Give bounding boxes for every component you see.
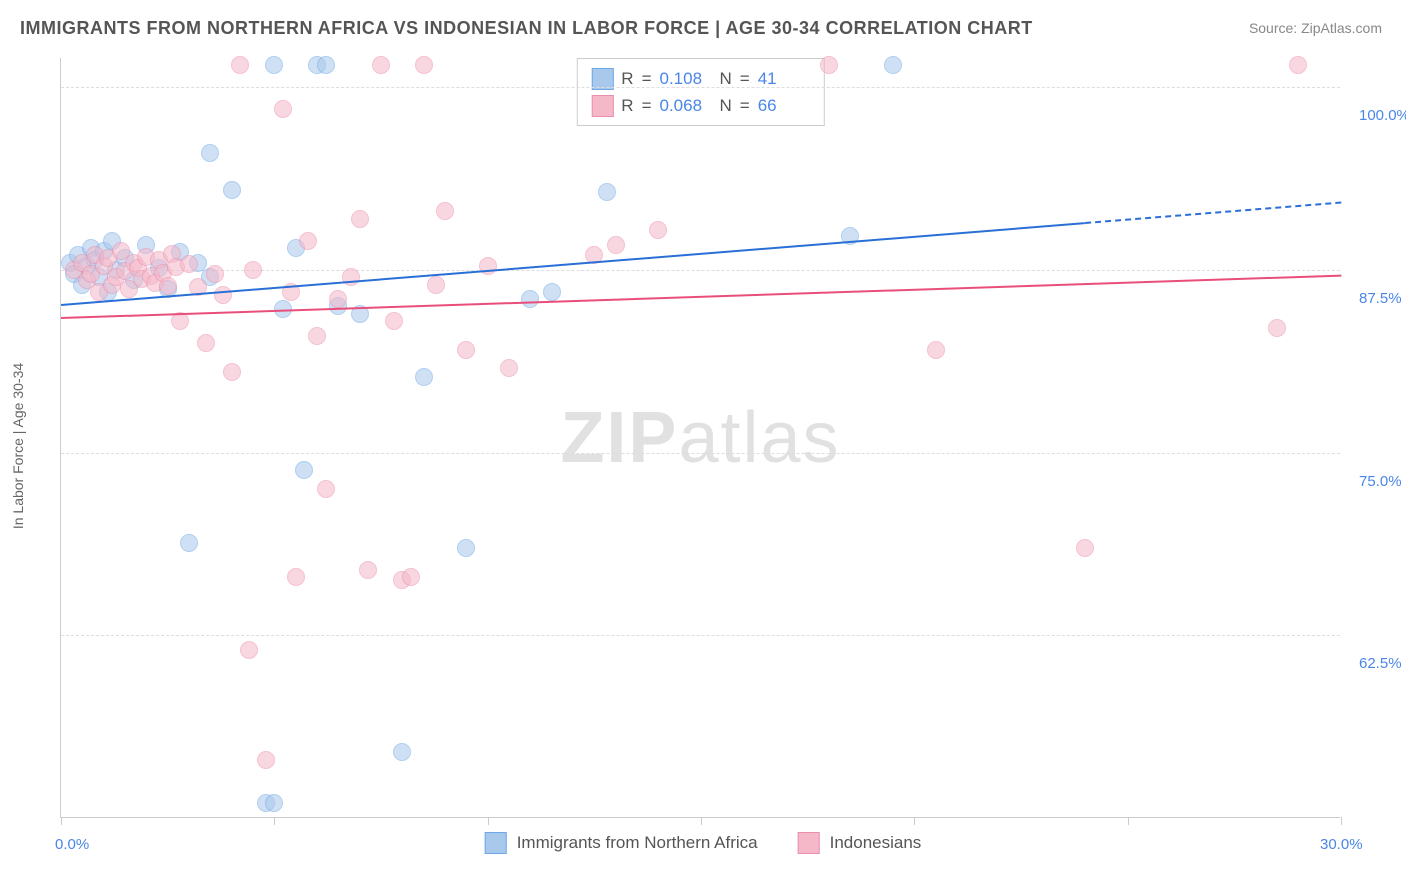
xtick [1341, 817, 1342, 825]
series2-swatch [798, 832, 820, 854]
xtick-label-left: 0.0% [55, 836, 89, 853]
data-point [214, 286, 232, 304]
source-prefix: Source: [1249, 20, 1301, 36]
series2-n-value: 66 [758, 92, 810, 119]
gridline [61, 453, 1340, 454]
data-point [231, 56, 249, 74]
gridline [61, 87, 1340, 88]
data-point [415, 368, 433, 386]
series2-label: Indonesians [830, 833, 922, 853]
data-point [359, 561, 377, 579]
bottom-legend: Immigrants from Northern Africa Indonesi… [485, 832, 922, 854]
data-point [317, 480, 335, 498]
data-point [317, 56, 335, 74]
source-link[interactable]: ZipAtlas.com [1301, 20, 1382, 36]
stats-legend-box: R = 0.108 N = 41 R = 0.068 N = 66 [576, 58, 824, 126]
data-point [159, 277, 177, 295]
data-point [372, 56, 390, 74]
data-point [427, 276, 445, 294]
xtick [61, 817, 62, 825]
trend-line [61, 222, 1085, 306]
data-point [521, 290, 539, 308]
watermark-bold: ZIP [560, 398, 678, 478]
data-point [649, 221, 667, 239]
data-point [1289, 56, 1307, 74]
data-point [415, 56, 433, 74]
data-point [598, 183, 616, 201]
ytick-label: 100.0% [1359, 107, 1406, 124]
data-point [257, 751, 275, 769]
data-point [351, 210, 369, 228]
data-point [927, 341, 945, 359]
data-point [180, 255, 198, 273]
data-point [201, 144, 219, 162]
data-point [457, 539, 475, 557]
xtick [274, 817, 275, 825]
watermark-light: atlas [678, 398, 840, 478]
data-point [393, 743, 411, 761]
data-point [265, 794, 283, 812]
data-point [329, 290, 347, 308]
data-point [342, 268, 360, 286]
series2-swatch [591, 95, 613, 117]
n-label: N [720, 92, 732, 119]
data-point [265, 56, 283, 74]
ytick-label: 75.0% [1359, 473, 1402, 490]
xtick [488, 817, 489, 825]
legend-item-2: Indonesians [798, 832, 922, 854]
data-point [436, 202, 454, 220]
watermark: ZIPatlas [560, 397, 840, 479]
series1-swatch [485, 832, 507, 854]
series2-r-value: 0.068 [660, 92, 712, 119]
plot-area: ZIPatlas R = 0.108 N = 41 R = 0.068 N = … [60, 58, 1340, 818]
xtick-label-right: 30.0% [1320, 836, 1363, 853]
eq-label: = [642, 92, 652, 119]
data-point [180, 534, 198, 552]
chart-title: IMMIGRANTS FROM NORTHERN AFRICA VS INDON… [20, 18, 1033, 39]
xtick [1128, 817, 1129, 825]
series1-label: Immigrants from Northern Africa [517, 833, 758, 853]
legend-item-1: Immigrants from Northern Africa [485, 832, 758, 854]
data-point [308, 327, 326, 345]
data-point [223, 181, 241, 199]
source-label: Source: ZipAtlas.com [1249, 20, 1382, 36]
xtick [914, 817, 915, 825]
y-axis-label: In Labor Force | Age 30-34 [10, 363, 26, 529]
data-point [287, 568, 305, 586]
r-label: R [621, 92, 633, 119]
stats-row-2: R = 0.068 N = 66 [591, 92, 809, 119]
data-point [500, 359, 518, 377]
data-point [1076, 539, 1094, 557]
data-point [274, 100, 292, 118]
data-point [244, 261, 262, 279]
ytick-label: 62.5% [1359, 655, 1402, 672]
trend-line [61, 274, 1341, 318]
data-point [385, 312, 403, 330]
ytick-label: 87.5% [1359, 290, 1402, 307]
data-point [402, 568, 420, 586]
eq-label-2: = [740, 92, 750, 119]
data-point [543, 283, 561, 301]
data-point [1268, 319, 1286, 337]
xtick [701, 817, 702, 825]
data-point [457, 341, 475, 359]
data-point [206, 265, 224, 283]
data-point [223, 363, 241, 381]
data-point [884, 56, 902, 74]
data-point [240, 641, 258, 659]
trend-line [1085, 201, 1341, 223]
data-point [607, 236, 625, 254]
data-point [299, 232, 317, 250]
data-point [820, 56, 838, 74]
gridline [61, 635, 1340, 636]
data-point [295, 461, 313, 479]
data-point [197, 334, 215, 352]
